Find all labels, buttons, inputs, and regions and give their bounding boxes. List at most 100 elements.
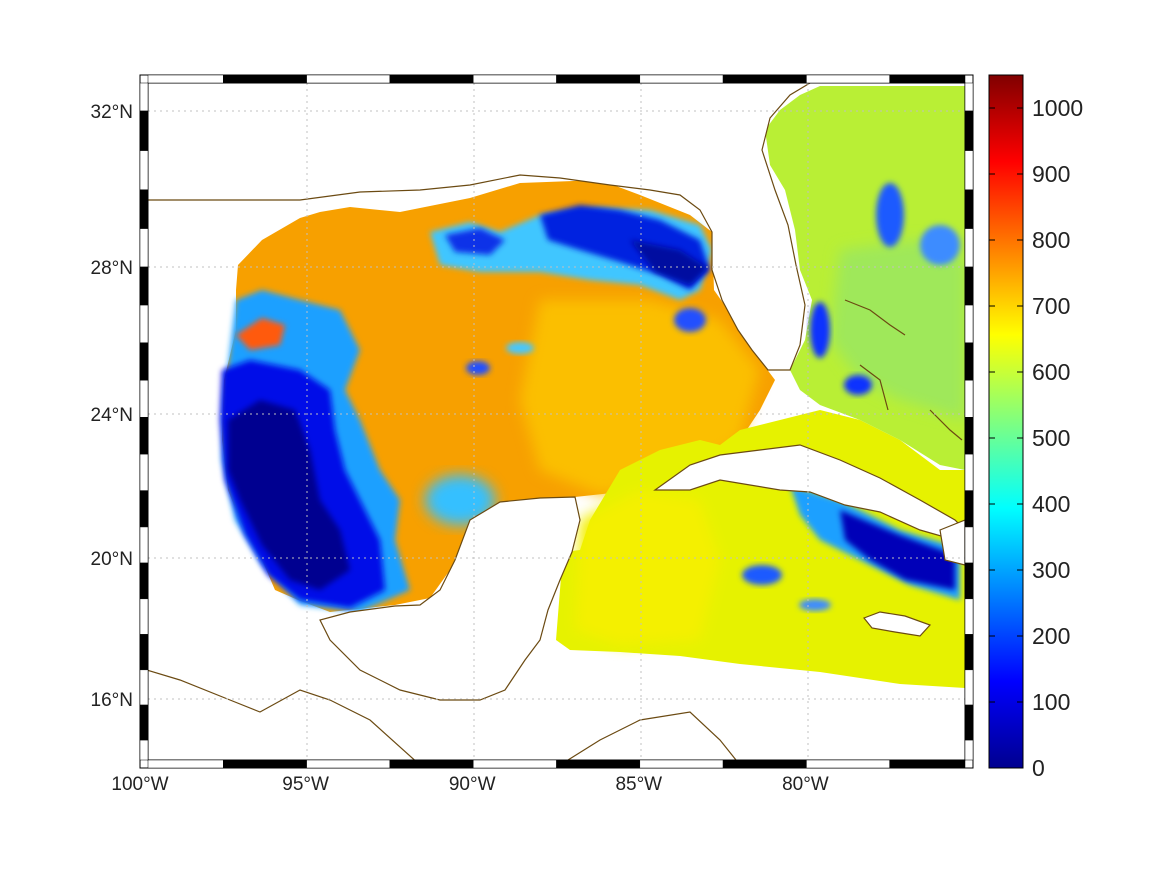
colorbar-tick-label: 300 <box>1032 557 1070 583</box>
x-tick-label: 85°W <box>615 774 662 795</box>
frame-segment <box>139 304 149 344</box>
frame-segment <box>139 110 149 151</box>
frame-segment <box>223 74 307 84</box>
atlantic-eddy-4 <box>844 375 872 395</box>
colorbar-tick-label: 600 <box>1032 359 1070 385</box>
colorbar-tick-label: 400 <box>1032 491 1070 517</box>
colorbar-tick-label: 100 <box>1032 689 1070 715</box>
frame-segment <box>389 759 474 769</box>
frame-segment <box>889 759 966 769</box>
frame-segment <box>139 490 149 528</box>
frame-segment <box>964 304 974 344</box>
land-central-america <box>148 669 737 760</box>
frame-segment <box>722 759 807 769</box>
frame-segment <box>556 759 641 769</box>
map-frame <box>139 74 974 769</box>
frame-segment <box>964 669 974 706</box>
frame-segment <box>964 417 974 455</box>
frame-segment <box>147 759 224 769</box>
frame-segment <box>139 562 149 600</box>
frame-segment <box>139 526 149 564</box>
frame-segment <box>964 704 974 741</box>
land-yucatan <box>319 496 581 701</box>
caribbean-eddy-1 <box>742 565 782 585</box>
frame-segment <box>889 74 966 84</box>
frame-segment <box>964 562 974 600</box>
y-tick-label: 32°N <box>91 102 133 123</box>
colorbar <box>988 74 1024 769</box>
colorbar-tick-label: 500 <box>1032 425 1070 451</box>
frame-segment <box>964 598 974 635</box>
y-tick-label: 24°N <box>91 405 133 426</box>
y-tick-labels: 32°N 28°N 24°N 20°N 16°N <box>91 102 133 711</box>
frame-segment <box>139 417 149 455</box>
frame-segment <box>139 150 149 191</box>
atlantic-eddy-2 <box>920 225 960 265</box>
north-shelf-blue-2 <box>445 228 505 255</box>
frame-segment <box>964 342 974 381</box>
frame-segment <box>964 82 974 112</box>
land-bahamas <box>844 299 963 441</box>
frame-segment <box>389 74 474 84</box>
frame-segment <box>139 453 149 491</box>
frame-segment <box>139 189 149 229</box>
x-tick-label: 100°W <box>111 774 168 795</box>
frame-segment <box>806 759 890 769</box>
frame-segment <box>139 598 149 635</box>
colorbar-tick-label: 0 <box>1032 755 1045 781</box>
colorbar-ticks: 0 100 200 300 400 500 600 700 800 900 1000 <box>989 95 1083 781</box>
frame-segment <box>964 379 974 418</box>
frame-segment <box>139 704 149 741</box>
frame-segment <box>223 759 307 769</box>
x-tick-label: 90°W <box>449 774 496 795</box>
gulf-eddy-1 <box>674 308 706 332</box>
x-tick-label: 80°W <box>782 774 829 795</box>
frame-segment <box>139 82 149 112</box>
frame-segment <box>964 150 974 191</box>
x-tick-labels: 100°W 95°W 90°W 85°W 80°W <box>111 774 828 795</box>
frame-segment <box>639 74 724 84</box>
frame-segment <box>964 453 974 491</box>
frame-segment <box>139 228 149 268</box>
y-tick-label: 16°N <box>91 690 133 711</box>
colorbar-tick-label: 900 <box>1032 161 1070 187</box>
frame-segment <box>639 759 724 769</box>
atlantic-eddy-1 <box>876 183 904 247</box>
frame-segment <box>964 490 974 528</box>
cuba-south-deep-core <box>840 510 955 590</box>
yucatan-shelf-cyan <box>425 475 495 525</box>
frame-segment <box>964 526 974 564</box>
frame-segment <box>139 634 149 671</box>
frame-segment <box>964 189 974 229</box>
gulf-eddy-3 <box>506 342 534 354</box>
frame-segment <box>806 74 890 84</box>
x-tick-label: 95°W <box>282 774 329 795</box>
land-florida <box>148 83 812 371</box>
frame-segment <box>964 266 974 306</box>
frame-segment <box>147 74 224 84</box>
gulf-eddy-2 <box>466 361 490 375</box>
colorbar-tick-label: 700 <box>1032 293 1070 319</box>
west-shelf-red-tongue <box>236 318 285 350</box>
frame-segment <box>139 379 149 418</box>
atlantic-eddy-3 <box>810 302 830 358</box>
caribbean-yellow-core <box>575 490 720 645</box>
depth-field <box>148 83 965 760</box>
frame-segment <box>964 739 974 761</box>
land-hispaniola <box>939 519 965 566</box>
frame-segment <box>556 74 641 84</box>
frame-segment <box>964 228 974 268</box>
colorbar-tick-label: 1000 <box>1032 95 1083 121</box>
north-shelf-deep <box>630 240 708 285</box>
frame-segment <box>472 74 557 84</box>
frame-segment <box>306 74 391 84</box>
frame-segment <box>472 759 557 769</box>
colorbar-tick-label: 200 <box>1032 623 1070 649</box>
land-jamaica <box>863 611 932 637</box>
frame-segment <box>722 74 807 84</box>
frame-segment <box>964 634 974 671</box>
frame-segment <box>139 669 149 706</box>
y-tick-label: 28°N <box>91 258 133 279</box>
map-grid <box>148 83 965 760</box>
